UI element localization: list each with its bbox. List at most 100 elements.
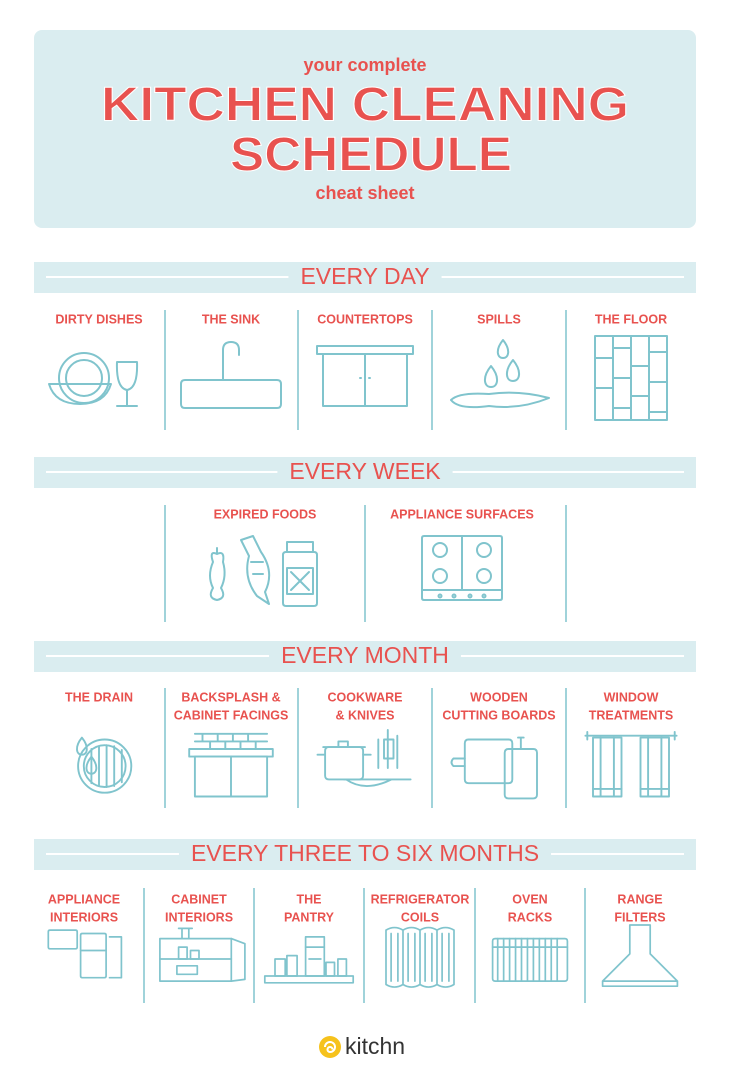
item-icon [316, 729, 412, 787]
icon-stroke [324, 746, 365, 781]
icon-stroke [503, 748, 538, 800]
icon-stroke [483, 365, 499, 388]
item-icon [385, 926, 455, 988]
title: SCHEDULE [230, 129, 512, 182]
item-label: WINDOW [604, 690, 659, 704]
icon-stroke [263, 975, 355, 984]
item-label: RACKS [508, 910, 552, 924]
icon-stroke [176, 946, 200, 976]
item-icon [209, 535, 318, 607]
icon-stroke [359, 353, 371, 407]
item-label: WOODEN [470, 690, 528, 704]
caption: cheat sheet [315, 183, 414, 203]
icon-stroke [463, 738, 514, 785]
icon-stroke [491, 937, 569, 982]
item-label: CABINET [171, 892, 227, 906]
item-icon [159, 927, 246, 982]
icon-stroke [76, 736, 88, 756]
icon-stroke [432, 542, 448, 558]
icon-stroke [193, 732, 269, 750]
title: KITCHEN CLEANING [101, 79, 629, 132]
icon-stroke [79, 932, 107, 979]
icon-stroke [383, 738, 395, 760]
icon-stroke [282, 551, 318, 607]
section-heading: EVERY DAY [300, 263, 429, 289]
item-icon [263, 936, 355, 984]
item-label: OVEN [512, 892, 547, 906]
item-icon [421, 535, 503, 601]
icon-stroke [476, 568, 492, 584]
item-label: REFRIGERATOR [371, 892, 470, 906]
icon-stroke [47, 929, 79, 950]
item-icon [180, 341, 282, 409]
section-heading: EVERY THREE TO SIX MONTHS [191, 840, 539, 866]
item-icon [316, 345, 414, 407]
icon-stroke [79, 936, 123, 979]
item-label: PANTRY [284, 910, 335, 924]
icon-stroke [48, 383, 112, 405]
icon-stroke [58, 352, 110, 404]
icon-stroke [209, 547, 226, 601]
icon-stroke [594, 335, 668, 421]
icon-stroke [316, 345, 414, 355]
item-label: EXPIRED FOODS [214, 507, 317, 521]
icon-stroke [592, 736, 623, 798]
icon-stroke [505, 359, 521, 382]
item-icon [48, 352, 139, 407]
item-label: THE FLOOR [595, 312, 667, 326]
icon-stroke [193, 755, 269, 798]
item-label: DIRTY DISHES [55, 312, 142, 326]
icon-stroke [450, 757, 466, 768]
item-label: APPLIANCE SURFACES [390, 507, 534, 521]
icon-stroke [65, 359, 103, 397]
item-icon [601, 924, 679, 988]
item-icon [450, 736, 538, 800]
item-label: APPLIANCE [48, 892, 120, 906]
icon-stroke [188, 748, 274, 758]
section-heading: EVERY WEEK [289, 458, 441, 484]
icon-stroke [437, 593, 487, 599]
brand: kitchn [345, 1033, 405, 1059]
icon-stroke [90, 744, 123, 788]
icon-stroke [240, 535, 271, 605]
icon-stroke [491, 937, 569, 982]
item-label: THE DRAIN [65, 690, 133, 704]
item-label: FILTERS [614, 910, 665, 924]
icon-stroke [496, 339, 510, 359]
item-label: INTERIORS [165, 910, 233, 924]
icon-stroke [432, 568, 448, 584]
kicker: your complete [303, 55, 426, 75]
item-label: CUTTING BOARDS [442, 708, 555, 722]
item-icon [491, 937, 569, 982]
logo-swirl [324, 1041, 336, 1054]
icon-stroke [343, 778, 412, 787]
icon-stroke [390, 932, 450, 982]
item-label: TREATMENTS [589, 708, 674, 722]
icon-stroke [304, 946, 326, 960]
item-label: THE [297, 892, 322, 906]
icon-stroke [450, 391, 550, 409]
item-icon [584, 730, 678, 798]
icon-stroke [517, 736, 525, 750]
item-label: COILS [401, 910, 439, 924]
item-label: INTERIORS [50, 910, 118, 924]
icon-stroke [377, 729, 399, 769]
item-label: THE SINK [202, 312, 260, 326]
icon-stroke [385, 926, 455, 988]
icon-stroke [286, 541, 314, 553]
icon-stroke [77, 738, 133, 794]
item-icon [450, 339, 550, 409]
icon-stroke [214, 341, 240, 381]
icon-stroke [180, 379, 282, 409]
icon-stroke [421, 535, 503, 591]
icon-stroke [274, 936, 348, 977]
icon-stroke [322, 353, 408, 407]
icon-stroke [639, 736, 670, 798]
icon-stroke [592, 736, 670, 798]
icon-stroke [584, 730, 678, 741]
item-label: COUNTERTOPS [317, 312, 413, 326]
icon-stroke [85, 755, 98, 775]
item-icon [594, 335, 668, 421]
item-icon [76, 736, 133, 794]
